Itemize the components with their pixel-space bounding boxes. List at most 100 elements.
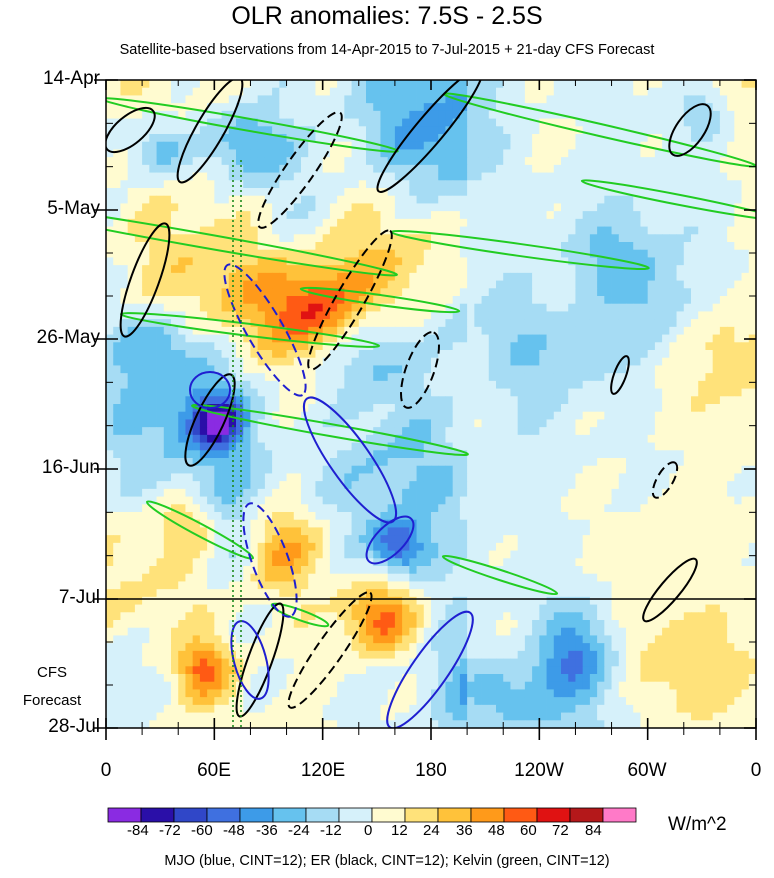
heatmap-cell xyxy=(264,442,273,451)
heatmap-cell xyxy=(329,357,338,366)
heatmap-cell xyxy=(474,296,482,305)
heatmap-cell xyxy=(452,342,461,351)
heatmap-cell xyxy=(568,458,576,467)
heatmap-cell xyxy=(264,141,273,150)
heatmap-cell xyxy=(250,280,259,289)
heatmap-cell xyxy=(647,481,656,490)
heatmap-cell xyxy=(387,80,396,89)
heatmap-cell xyxy=(387,242,396,251)
heatmap-cell xyxy=(185,396,194,405)
heatmap-cell xyxy=(214,149,222,158)
heatmap-cell xyxy=(734,350,742,359)
heatmap-cell xyxy=(286,411,295,420)
heatmap-cell xyxy=(611,203,620,212)
heatmap-cell xyxy=(185,373,194,382)
heatmap-cell xyxy=(301,473,309,482)
heatmap-cell xyxy=(402,342,410,351)
heatmap-cell xyxy=(431,265,439,274)
heatmap-cell xyxy=(394,365,403,374)
heatmap-cell xyxy=(532,342,540,351)
heatmap-cell xyxy=(712,334,721,343)
heatmap-cell xyxy=(387,404,396,413)
heatmap-cell xyxy=(604,419,612,428)
heatmap-cell xyxy=(604,157,612,166)
heatmap-cell xyxy=(192,465,201,474)
heatmap-cell xyxy=(438,87,446,96)
heatmap-cell xyxy=(409,203,417,212)
heatmap-cell xyxy=(142,496,150,505)
heatmap-cell xyxy=(698,365,706,374)
heatmap-cell xyxy=(431,481,439,490)
heatmap-cell xyxy=(199,334,208,343)
heatmap-cell xyxy=(611,257,620,266)
heatmap-cell xyxy=(178,249,186,258)
heatmap-cell xyxy=(568,141,576,150)
heatmap-cell xyxy=(669,396,677,405)
heatmap-cell xyxy=(366,419,374,428)
heatmap-cell xyxy=(741,296,750,305)
heatmap-cell xyxy=(272,80,280,89)
heatmap-cell xyxy=(459,226,468,235)
heatmap-cell xyxy=(698,458,706,467)
heatmap-cell xyxy=(647,496,656,505)
heatmap-cell xyxy=(582,180,591,189)
heatmap-cell xyxy=(532,157,540,166)
heatmap-cell xyxy=(589,203,598,212)
heatmap-cell xyxy=(257,265,266,274)
heatmap-cell xyxy=(373,442,381,451)
heatmap-cell xyxy=(691,149,699,158)
heatmap-cell xyxy=(546,203,555,212)
heatmap-cell xyxy=(633,303,641,312)
heatmap-cell xyxy=(120,504,129,513)
heatmap-cell xyxy=(322,481,331,490)
heatmap-cell xyxy=(741,419,750,428)
heatmap-cell xyxy=(199,442,208,451)
heatmap-cell xyxy=(532,280,540,289)
heatmap-cell xyxy=(351,388,360,397)
heatmap-cell xyxy=(387,265,396,274)
heatmap-cell xyxy=(691,195,699,204)
heatmap-cell xyxy=(662,149,670,158)
heatmap-cell xyxy=(351,126,360,135)
heatmap-cell xyxy=(214,118,222,127)
heatmap-cell xyxy=(301,450,309,459)
heatmap-cell xyxy=(178,195,186,204)
heatmap-cell xyxy=(748,496,756,505)
heatmap-cell xyxy=(178,450,186,459)
heatmap-cell xyxy=(373,488,381,497)
heatmap-cell xyxy=(344,458,352,467)
heatmap-cell xyxy=(337,303,345,312)
heatmap-cell xyxy=(142,118,150,127)
heatmap-cell xyxy=(402,211,410,220)
heatmap-cell xyxy=(344,496,352,505)
heatmap-cell xyxy=(409,326,417,335)
heatmap-cell xyxy=(597,265,605,274)
heatmap-cell xyxy=(221,203,230,212)
heatmap-cell xyxy=(214,350,222,359)
heatmap-cell xyxy=(626,388,634,397)
heatmap-cell xyxy=(243,450,251,459)
heatmap-cell xyxy=(662,388,670,397)
heatmap-cell xyxy=(134,180,143,189)
heatmap-cell xyxy=(734,481,742,490)
heatmap-cell xyxy=(351,465,360,474)
heatmap-cell xyxy=(654,87,663,96)
heatmap-cell xyxy=(243,87,251,96)
heatmap-cell xyxy=(373,434,381,443)
heatmap-cell xyxy=(337,280,345,289)
heatmap-cell xyxy=(431,272,439,281)
heatmap-cell xyxy=(214,242,222,251)
heatmap-cell xyxy=(691,350,699,359)
heatmap-cell xyxy=(618,272,627,281)
heatmap-cell xyxy=(719,473,728,482)
heatmap-cell xyxy=(459,419,468,428)
heatmap-cell xyxy=(301,149,309,158)
heatmap-cell xyxy=(539,334,547,343)
heatmap-cell xyxy=(272,157,280,166)
heatmap-cell xyxy=(149,110,157,119)
heatmap-cell xyxy=(741,172,750,181)
heatmap-cell xyxy=(431,458,439,467)
heatmap-cell xyxy=(380,373,389,382)
heatmap-cell xyxy=(676,272,685,281)
heatmap-cell xyxy=(561,141,569,150)
